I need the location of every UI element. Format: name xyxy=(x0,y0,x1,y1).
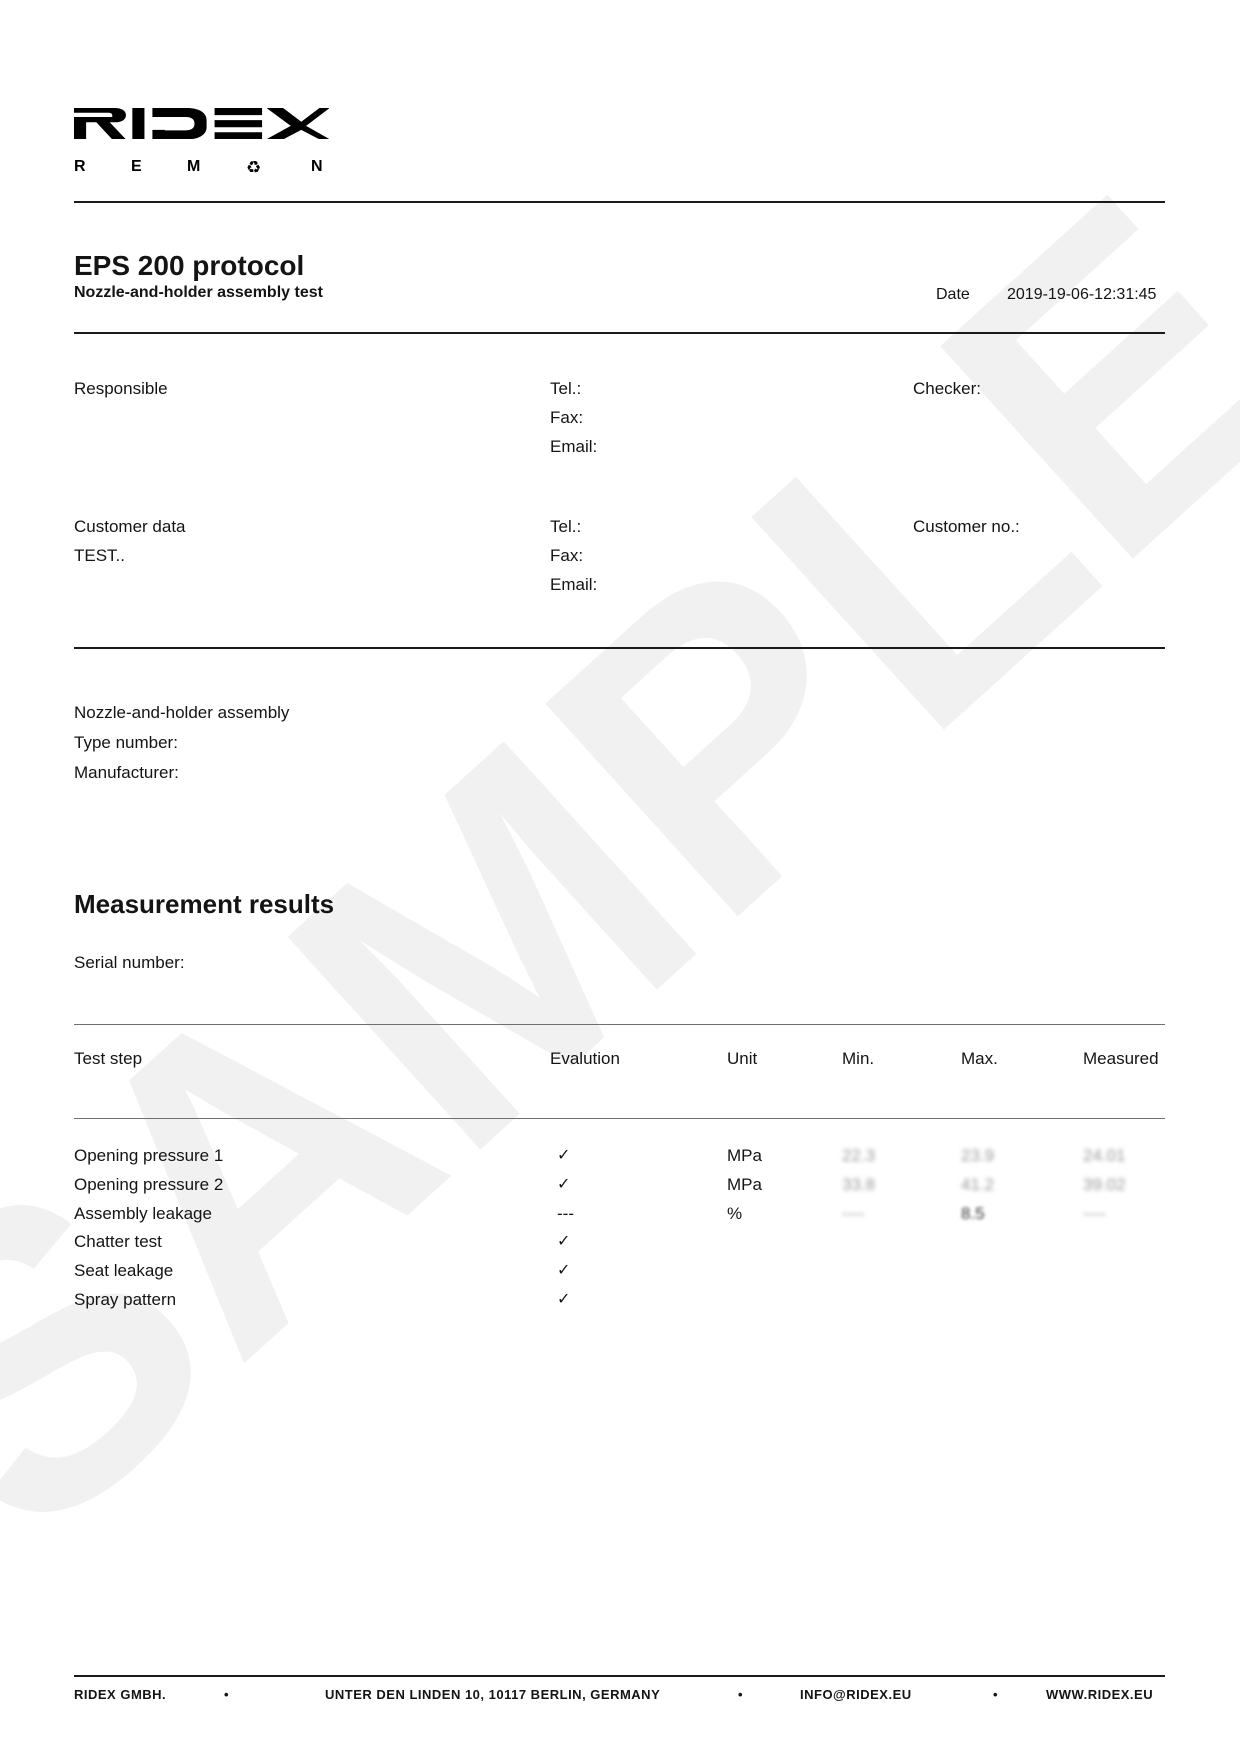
svg-text:R: R xyxy=(74,158,86,175)
svg-text:SAMPLE: SAMPLE xyxy=(0,112,1240,1623)
svg-text:M: M xyxy=(187,158,200,175)
svg-text:♻: ♻ xyxy=(246,158,261,177)
svg-text:E: E xyxy=(131,158,142,175)
svg-text:N: N xyxy=(311,158,323,175)
